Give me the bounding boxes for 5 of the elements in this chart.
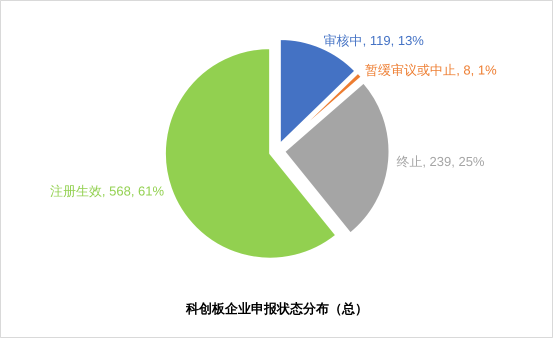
slice-label: 暂缓审议或中止, 8, 1% (365, 62, 498, 78)
slice-label: 终止, 239, 25% (396, 154, 485, 169)
slice-label: 审核中, 119, 13% (324, 33, 424, 48)
text: 科创板企业申报状态分布（总） (185, 300, 368, 316)
slice-label: 注册生效, 568, 61% (50, 183, 164, 198)
